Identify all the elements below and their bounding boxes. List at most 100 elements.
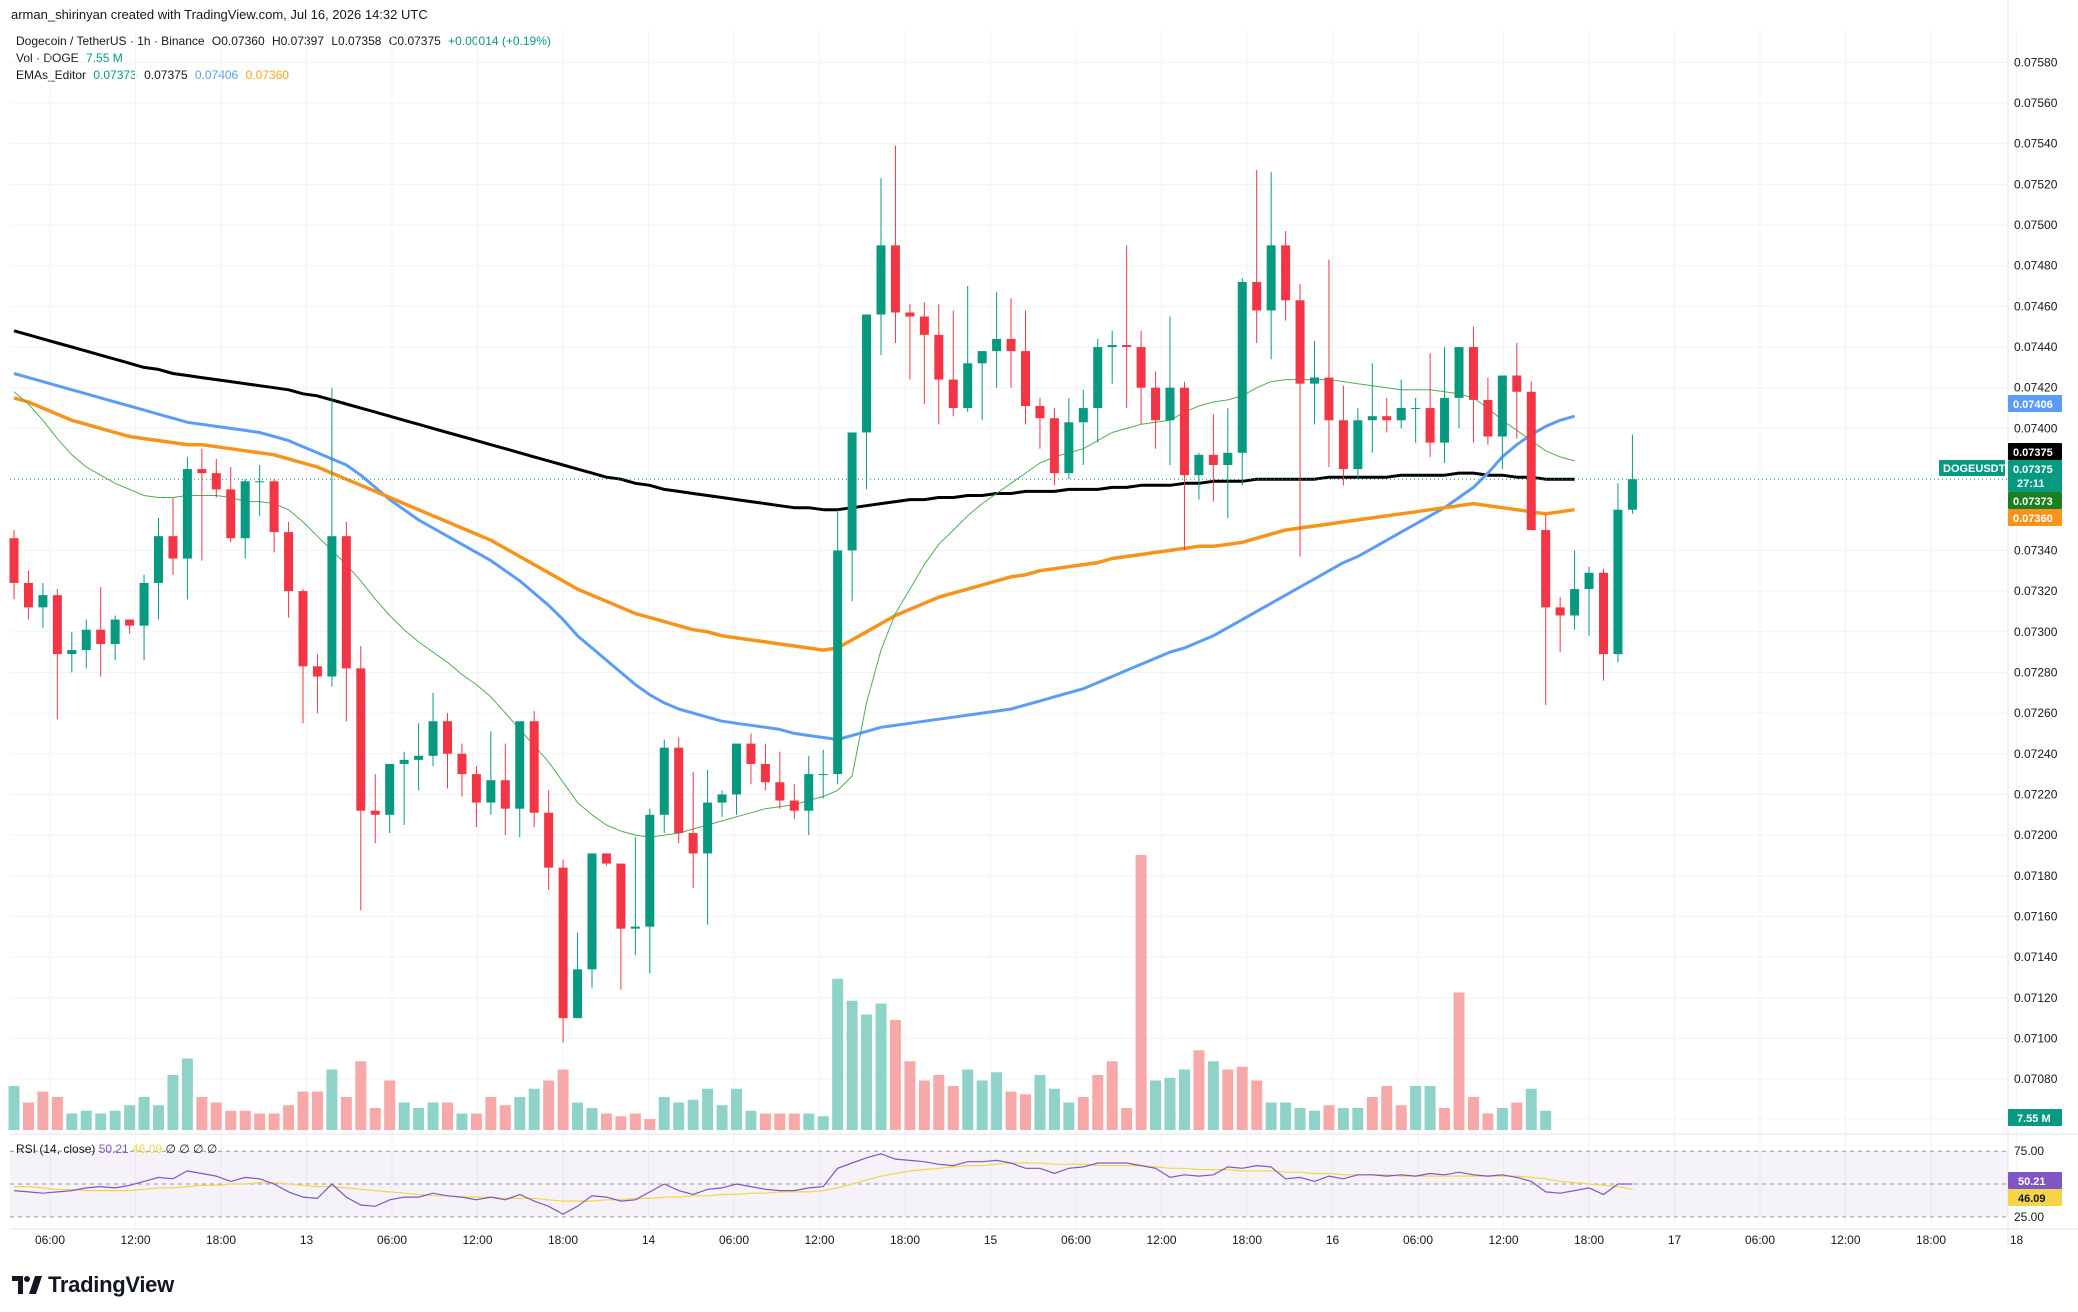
tradingview-logo[interactable]: TradingView [12, 1272, 174, 1298]
rsi-band [10, 1133, 2078, 1218]
candle-body [1497, 375, 1507, 437]
candle-body [1295, 300, 1305, 384]
candle-body [674, 747, 684, 834]
candle-body [544, 812, 554, 868]
volume-bar [557, 1069, 569, 1130]
candle-body [1468, 347, 1478, 400]
time-tick-label: 06:00 [719, 1233, 749, 1247]
time-tick-label: 18:00 [206, 1233, 236, 1247]
ema-lines [10, 329, 2008, 838]
volume-bar [369, 1108, 381, 1130]
grid [10, 30, 2017, 1228]
volume-bar [1439, 1108, 1451, 1130]
candle-body [587, 853, 597, 970]
volume-bar [297, 1091, 309, 1130]
ema-value-4: 0.07360 [245, 68, 289, 82]
volume-bar [442, 1102, 453, 1130]
volume-bar [153, 1105, 164, 1130]
volume-bar [37, 1091, 49, 1130]
rsi-tick-label: 25.00 [2014, 1210, 2044, 1224]
volume-bar [1207, 1061, 1219, 1130]
candle-body [226, 489, 236, 539]
candle-body [341, 536, 351, 669]
volume-bar [1005, 1091, 1017, 1130]
candle-body [934, 334, 944, 380]
price-axis[interactable]: 0.07580 0.07560 0.07540 0.07520 0.07500 0.074… [2007, 0, 2058, 1245]
volume-bar [1222, 1069, 1234, 1130]
volume-bar [196, 1097, 208, 1130]
time-tick-label: 12:00 [1146, 1233, 1176, 1247]
volume-bar [586, 1108, 598, 1130]
volume-bar [1467, 1097, 1479, 1130]
rsi-legend[interactable]: RSI (14, close) 50.21 46.09 ∅ ∅ ∅ ∅ [16, 1142, 217, 1156]
volume-bar [976, 1080, 988, 1130]
candle-body [1310, 377, 1319, 384]
volume-bar [1164, 1077, 1176, 1130]
volume-bar [283, 1105, 295, 1130]
price-tick-label: 0.07340 [2014, 543, 2058, 557]
ema-orange-tag-bg [2008, 509, 2062, 526]
time-tick-label: 18 [2010, 1233, 2024, 1247]
candle-body [775, 782, 785, 801]
time-axis[interactable]: 06:00 12:00 18:00 13 06:00 12:00 18:00 14 06:00 1… [10, 1228, 2078, 1247]
volume-bar [167, 1075, 179, 1130]
volume-bar [759, 1113, 771, 1130]
candle-body [630, 926, 640, 929]
volume-bars [8, 855, 1552, 1130]
volume-bar [1034, 1075, 1046, 1130]
candle-body [1367, 416, 1377, 421]
volume-bar [254, 1113, 266, 1130]
price-tick-label: 0.07580 [2014, 55, 2058, 69]
candle-body [1570, 589, 1580, 616]
candle-body [948, 379, 958, 409]
candle-body [9, 538, 19, 583]
volume-bar [1381, 1086, 1393, 1130]
ema-orange-tag: 0.07360 [2013, 513, 2053, 525]
ema-value-1: 0.07373 [93, 68, 137, 82]
ema-black-tag-bg [2008, 443, 2062, 460]
volume-bar [66, 1113, 78, 1130]
candle-body [500, 780, 510, 809]
price-tag-bg [2008, 460, 2062, 492]
price-tick-label: 0.07540 [2014, 137, 2058, 151]
rsi-label: RSI (14, close) [16, 1142, 96, 1156]
price-tick-label: 0.07420 [2014, 381, 2058, 395]
symbol-legend[interactable]: Dogecoin / TetherUS · 1h · Binance O0.07… [16, 34, 555, 48]
time-tick-label: 06:00 [35, 1233, 65, 1247]
candle-body [443, 721, 452, 754]
price-tick-label: 0.07400 [2014, 421, 2058, 435]
price-tick-label: 0.07460 [2014, 299, 2058, 313]
volume-bar [600, 1113, 612, 1130]
candle-body [486, 780, 496, 803]
rsi-extra-2: ∅ [179, 1142, 190, 1156]
ema-green-tag: 0.07373 [2013, 496, 2053, 508]
candle-body [688, 833, 698, 854]
candle-body [732, 743, 741, 795]
volume-bar [326, 1069, 338, 1130]
candle-body [1454, 347, 1464, 398]
time-tick-label: 17 [1668, 1233, 1682, 1247]
time-tick-label: 12:00 [120, 1233, 150, 1247]
price-tick-label: 0.07220 [2014, 787, 2058, 801]
candle-body [818, 774, 828, 776]
candle-body [1382, 416, 1392, 421]
rsi-ma-tag-bg [2008, 1189, 2062, 1206]
ema-value-2: 0.07375 [144, 68, 188, 82]
volume-bar [22, 1102, 34, 1130]
candle-body [760, 763, 770, 783]
candle-body [717, 794, 727, 803]
ohlc-close: C0.07375 [388, 34, 441, 48]
time-tick-label: 12:00 [462, 1233, 492, 1247]
candle-body [52, 595, 62, 655]
ema-legend[interactable]: EMAs_Editor 0.07373 0.07375 0.07406 0.07… [16, 68, 293, 82]
candle-body [833, 550, 843, 775]
volume-bar [1092, 1075, 1104, 1130]
price-tag: 0.07375 [2013, 464, 2053, 476]
volume-legend[interactable]: Vol · DOGE 7.55 M [16, 51, 127, 65]
volume-bar [1395, 1105, 1407, 1130]
volume-bar [225, 1110, 237, 1130]
candle-body [197, 469, 207, 474]
price-tick-label: 0.07180 [2014, 869, 2058, 883]
candle-body [1266, 245, 1276, 311]
